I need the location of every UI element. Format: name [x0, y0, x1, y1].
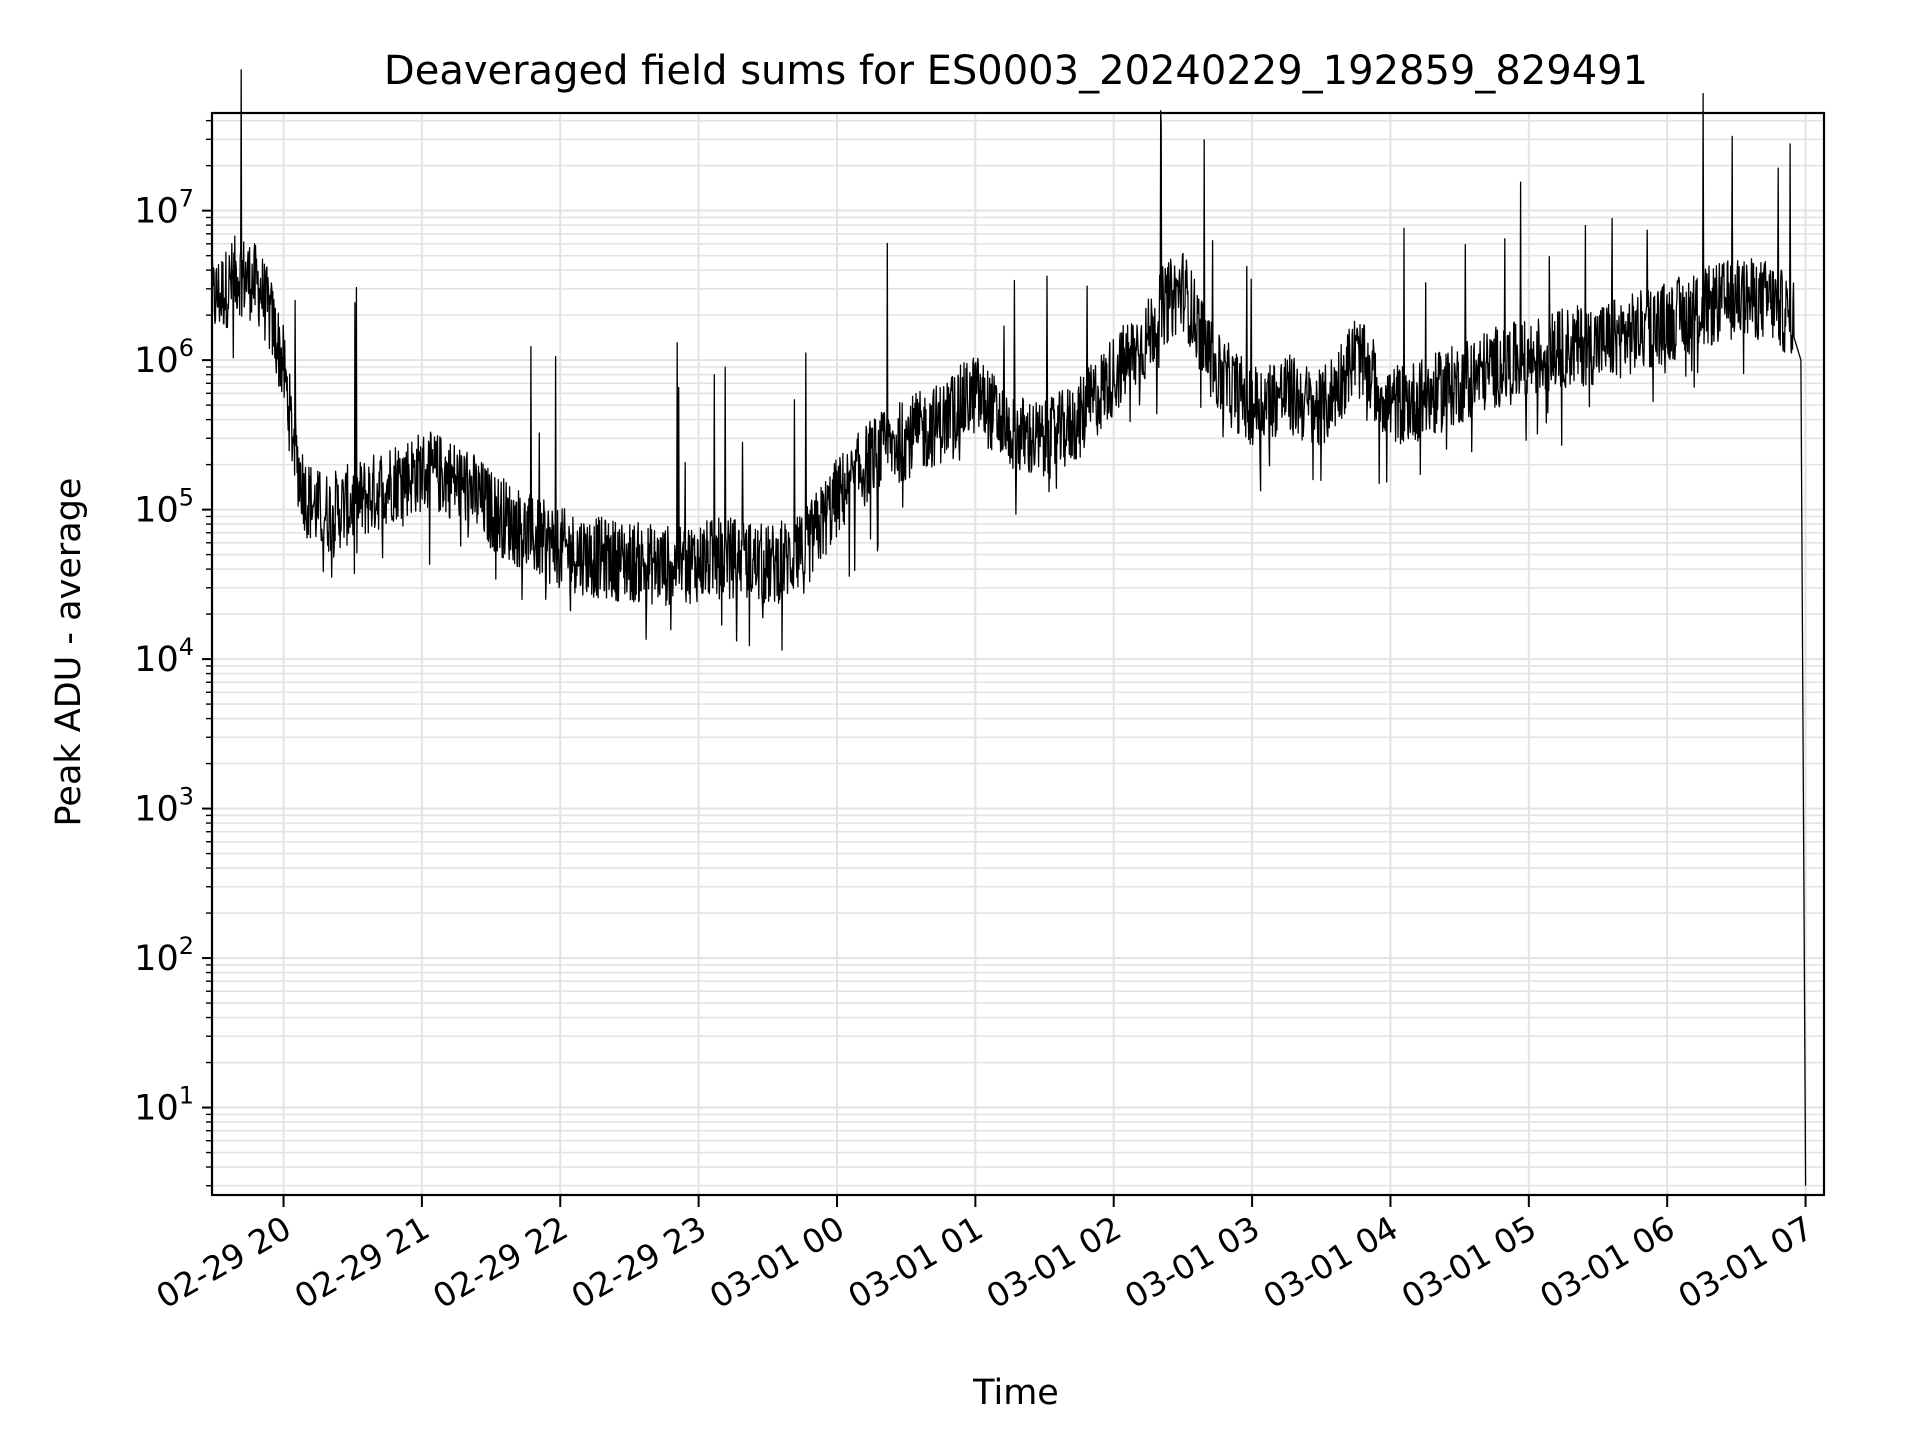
y-tick-label: 106 — [134, 334, 194, 381]
y-tick-base: 10 — [134, 1089, 179, 1129]
y-tick-exponent: 4 — [179, 633, 194, 661]
plot-frame — [210, 111, 1826, 1197]
y-tick-label: 104 — [134, 633, 194, 680]
y-tick-exponent: 7 — [179, 185, 194, 213]
y-tick-exponent: 3 — [179, 783, 194, 811]
y-tick-base: 10 — [134, 939, 179, 979]
y-tick-label: 107 — [134, 185, 194, 232]
y-tick-exponent: 2 — [179, 932, 194, 960]
y-tick-base: 10 — [134, 790, 179, 830]
y-tick-label: 103 — [134, 783, 194, 830]
y-tick-base: 10 — [134, 192, 179, 232]
x-axis-label: Time — [972, 1373, 1059, 1413]
y-tick-label: 101 — [134, 1082, 194, 1129]
y-axis-label: Peak ADU - average — [49, 478, 89, 827]
grid — [212, 113, 1824, 1195]
y-tick-exponent: 1 — [179, 1082, 194, 1110]
y-tick-exponent: 5 — [179, 484, 194, 512]
y-tick-base: 10 — [134, 640, 179, 680]
y-tick-base: 10 — [134, 341, 179, 381]
data-line-group — [211, 69, 1807, 1186]
data-series-line — [211, 69, 1807, 1186]
y-tick-base: 10 — [134, 491, 179, 531]
y-tick-label: 102 — [134, 932, 194, 979]
y-tick-exponent: 6 — [179, 334, 194, 362]
y-tick-label: 105 — [134, 484, 194, 531]
chart-title: Deaveraged field sums for ES0003_2024022… — [384, 48, 1648, 94]
